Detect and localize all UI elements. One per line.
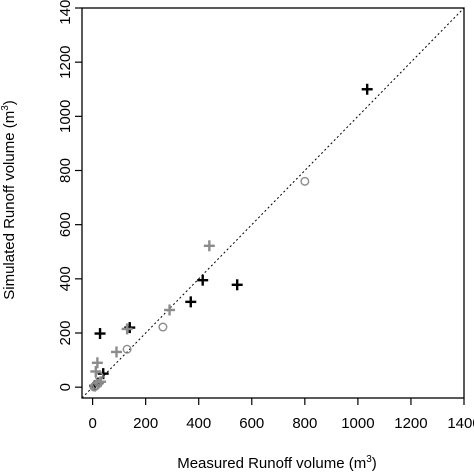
y-tick-label: 200 — [57, 320, 74, 345]
x-axis-label: Measured Runoff volume (m3) — [177, 454, 377, 472]
x-tick-label: 0 — [88, 415, 96, 432]
y-tick-label: 1000 — [57, 100, 74, 133]
x-tick-label: 200 — [133, 415, 158, 432]
data-point-plus-gray — [204, 240, 215, 251]
y-axis-label-close: ) — [1, 100, 18, 105]
data-point-circle-gray — [301, 178, 309, 186]
y-tick-label: 0 — [57, 383, 74, 391]
data-point-plus-gray — [164, 304, 175, 315]
x-axis-label-close: ) — [372, 455, 377, 472]
data-point-plus-black — [185, 296, 196, 307]
x-tick-label: 600 — [239, 415, 264, 432]
data-point-plus-black — [95, 328, 106, 339]
data-point-plus-gray — [92, 357, 103, 368]
x-axis-label-text: Measured Runoff volume (m — [177, 455, 366, 472]
x-tick-label: 1000 — [341, 415, 374, 432]
y-tick-label: 400 — [57, 266, 74, 291]
x-axis: 0 200 400 600 800 1000 1200 1400 — [88, 398, 474, 432]
plot-area — [82, 8, 464, 398]
data-point-plus-black — [232, 279, 243, 290]
y-tick-label: 1200 — [57, 45, 74, 78]
data-points — [89, 84, 372, 392]
data-point-plus-black — [197, 275, 208, 286]
one-to-one-reference-line — [82, 8, 464, 398]
x-tick-label: 400 — [186, 415, 211, 432]
y-axis: 0 200 400 600 800 1000 1200 1400 — [57, 0, 82, 391]
data-point-plus-gray — [111, 346, 122, 357]
x-tick-label: 800 — [292, 415, 317, 432]
data-point-plus-black — [362, 84, 373, 95]
data-point-circle-gray — [159, 323, 167, 331]
x-tick-label: 1200 — [394, 415, 427, 432]
y-axis-label-text: Simulated Runoff volume (m — [1, 111, 18, 300]
x-tick-label: 1400 — [447, 415, 474, 432]
y-axis-label: Simulated Runoff volume (m3) — [0, 100, 18, 300]
y-tick-label: 1400 — [57, 0, 74, 25]
y-tick-label: 800 — [57, 158, 74, 183]
y-tick-label: 600 — [57, 212, 74, 237]
